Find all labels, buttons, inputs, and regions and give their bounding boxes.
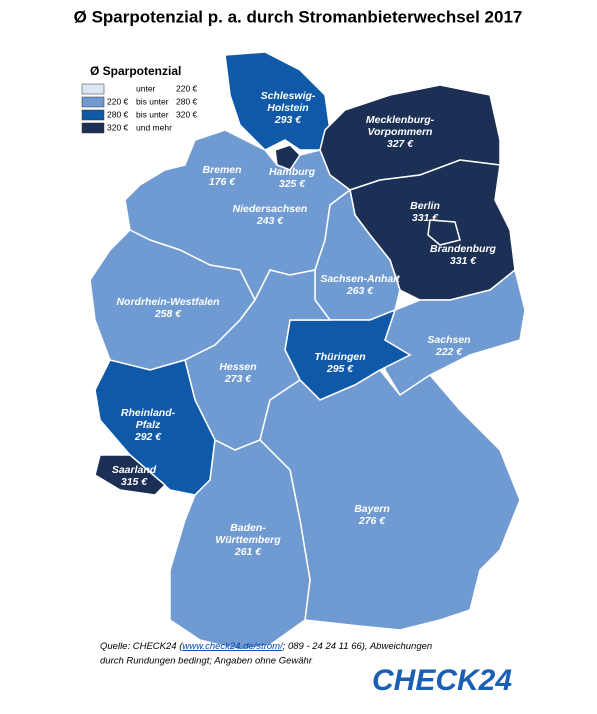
legend-swatch xyxy=(81,122,105,134)
source-link[interactable]: www.check24.de/strom/ xyxy=(182,641,284,652)
legend-op: und mehr xyxy=(136,122,172,132)
region-value: 292 € xyxy=(134,431,162,443)
legend-op: bis unter xyxy=(136,96,169,106)
legend-from: 320 € xyxy=(107,122,129,132)
legend-swatch xyxy=(81,109,105,121)
source-prefix: Quelle: CHECK24 ( xyxy=(100,641,183,652)
legend-swatch xyxy=(81,96,105,108)
source: Quelle: CHECK24 (www.check24.de/strom/; … xyxy=(100,641,432,652)
region-value: 263 € xyxy=(346,285,374,297)
region-name: Hamburg xyxy=(269,166,316,178)
region-name: Berlin xyxy=(410,200,440,212)
region-name: Mecklenburg- xyxy=(366,114,435,126)
region-name: Pfalz xyxy=(136,419,161,431)
legend-to: 320 € xyxy=(176,109,198,119)
legend-from: 220 € xyxy=(107,96,129,106)
legend-title: Ø Sparpotenzial xyxy=(90,64,181,78)
region-value: 222 € xyxy=(435,346,463,358)
region-name: Schleswig- xyxy=(261,90,316,102)
region-value: 325 € xyxy=(279,178,306,190)
region-name: Sachsen-Anhalt xyxy=(320,273,400,285)
region-name: Saarland xyxy=(112,464,157,476)
region-name: Holstein xyxy=(267,102,308,114)
region xyxy=(94,454,167,496)
legend-to: 220 € xyxy=(176,83,198,93)
title: Ø Sparpotenzial p. a. durch Stromanbiete… xyxy=(74,7,523,26)
region-value: 331 € xyxy=(412,212,439,224)
region-name: Brandenburg xyxy=(430,243,497,255)
region-value: 258 € xyxy=(154,308,182,320)
region xyxy=(169,438,311,651)
region-name: Niedersachsen xyxy=(233,203,308,215)
region-value: 276 € xyxy=(358,515,386,527)
legend-swatch xyxy=(81,83,105,95)
region-name: Rheinland- xyxy=(121,407,176,419)
region xyxy=(384,268,526,397)
logo: CHECK24 xyxy=(372,664,512,697)
region-name: Thüringen xyxy=(314,351,365,363)
region-name: Hessen xyxy=(219,361,256,373)
region-name: Bremen xyxy=(202,164,241,176)
region-value: 315 € xyxy=(121,476,148,488)
region xyxy=(224,51,331,151)
region-name: Vorpommern xyxy=(368,126,433,138)
region-name: Württemberg xyxy=(215,534,281,546)
region-value: 261 € xyxy=(234,546,262,558)
region-value: 273 € xyxy=(224,373,252,385)
region-value: 176 € xyxy=(209,176,236,188)
region-value: 243 € xyxy=(256,215,284,227)
source-line2: durch Rundungen bedingt; Angaben ohne Ge… xyxy=(100,656,313,667)
legend-op: unter xyxy=(136,83,156,93)
region-name: Nordrhein-Westfalen xyxy=(116,296,219,308)
region-value: 295 € xyxy=(326,363,354,375)
region-name: Sachsen xyxy=(427,334,470,346)
region-name: Bayern xyxy=(354,503,390,515)
region-value: 331 € xyxy=(450,255,477,267)
legend-op: bis unter xyxy=(136,109,169,119)
legend-to: 280 € xyxy=(176,96,198,106)
region-name: Baden- xyxy=(230,522,266,534)
source-suffix: ; 089 - 24 24 11 66), Abweichungen xyxy=(283,641,432,652)
region xyxy=(427,219,461,246)
legend-from: 280 € xyxy=(107,109,129,119)
region-value: 327 € xyxy=(387,138,414,150)
region-value: 293 € xyxy=(274,114,302,126)
